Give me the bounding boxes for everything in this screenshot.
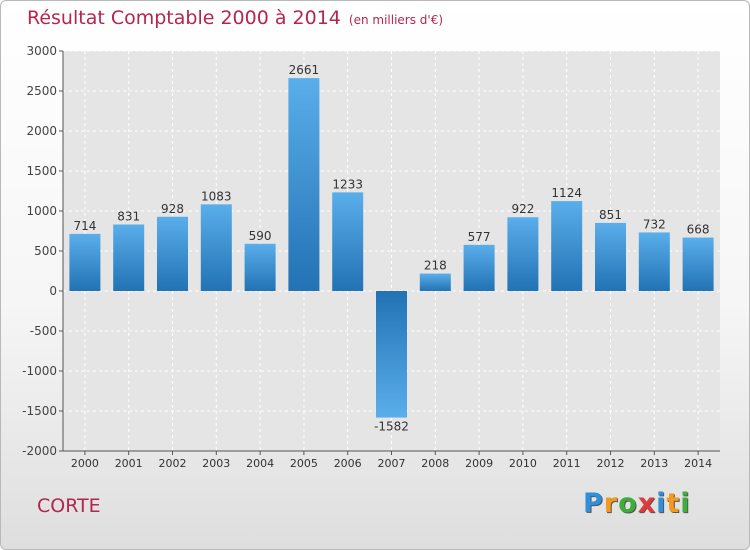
logo-letter: P [583, 488, 604, 519]
y-tick-label: 500 [34, 244, 57, 258]
bar-value-label: -1582 [374, 420, 409, 434]
bar-value-label: 831 [117, 210, 140, 224]
bar-value-label: 1233 [332, 177, 363, 191]
logo-letter: r [603, 488, 619, 519]
bar-value-label: 577 [468, 230, 491, 244]
x-tick-label: 2009 [465, 457, 493, 470]
bar [463, 244, 495, 291]
x-tick-label: 2012 [597, 457, 625, 470]
chart-title-main: Résultat Comptable 2000 à 2014 [27, 7, 341, 29]
chart-subtitle: (en milliers d'€) [348, 13, 444, 27]
bar [376, 291, 407, 418]
logo-letter: t [666, 488, 681, 519]
bar [157, 216, 188, 291]
bar-value-label: 1124 [551, 186, 582, 200]
proxiti-logo[interactable]: Proxiti [583, 488, 691, 519]
x-tick-label: 2005 [290, 457, 318, 470]
y-tick-label: -2000 [22, 444, 57, 458]
bar [419, 273, 451, 291]
bar-value-label: 922 [511, 202, 534, 216]
bar-value-label: 851 [599, 208, 622, 222]
logo-letter: i [656, 488, 667, 519]
bar [200, 204, 232, 291]
y-tick-label: -1000 [22, 364, 57, 378]
bar [288, 78, 320, 292]
logo-letter: x [637, 488, 657, 519]
x-tick-label: 2004 [246, 457, 274, 470]
bar-value-label: 714 [73, 219, 96, 233]
x-tick-label: 2000 [71, 457, 99, 470]
x-tick-label: 2014 [684, 457, 712, 470]
x-tick-label: 2008 [421, 457, 449, 470]
bar [244, 243, 276, 291]
bar [332, 192, 364, 291]
bar-value-label: 668 [687, 223, 710, 237]
y-tick-label: 1500 [26, 164, 57, 178]
y-tick-label: 0 [49, 284, 57, 298]
y-tick-label: 1000 [26, 204, 57, 218]
bar-value-label: 1083 [201, 189, 232, 203]
bar-value-label: 928 [161, 202, 184, 216]
bar [507, 217, 539, 291]
y-tick-label: -1500 [22, 404, 57, 418]
bar [551, 201, 583, 291]
place-name: CORTE [37, 495, 101, 517]
bar-value-label: 590 [249, 229, 272, 243]
x-tick-label: 2001 [115, 457, 143, 470]
y-tick-label: 2000 [26, 124, 57, 138]
x-tick-label: 2010 [509, 457, 537, 470]
chart-title: Résultat Comptable 2000 à 2014 (en millie… [27, 7, 443, 29]
x-tick-label: 2011 [553, 457, 581, 470]
x-tick-label: 2013 [640, 457, 668, 470]
x-tick-label: 2003 [202, 457, 230, 470]
bar [682, 237, 714, 291]
bar [595, 222, 626, 291]
bar-value-label: 732 [643, 217, 666, 231]
y-tick-label: 3000 [26, 44, 57, 58]
y-tick-label: 2500 [26, 84, 57, 98]
bar [113, 224, 145, 291]
y-tick-label: -500 [30, 324, 57, 338]
bar-value-label: 218 [424, 259, 447, 273]
logo-letter: i [680, 488, 691, 519]
x-tick-label: 2006 [334, 457, 362, 470]
logo-letter: o [618, 488, 638, 519]
bar [638, 232, 670, 291]
bar-value-label: 2661 [289, 63, 320, 77]
x-tick-label: 2007 [378, 457, 406, 470]
bar [69, 233, 101, 291]
x-tick-label: 2002 [159, 457, 187, 470]
